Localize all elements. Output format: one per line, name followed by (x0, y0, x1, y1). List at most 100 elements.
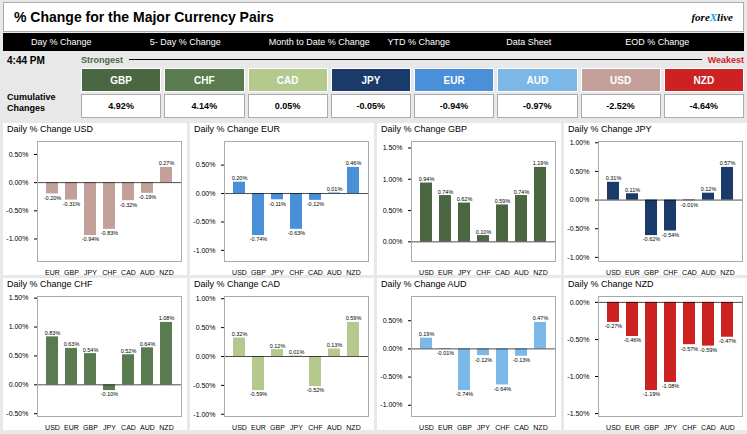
svg-text:AUD: AUD (701, 269, 716, 276)
svg-text:-0.74%: -0.74% (456, 391, 474, 397)
svg-text:AUD: AUD (140, 269, 155, 276)
svg-text:GBP: GBP (64, 269, 79, 276)
svg-text:CAD: CAD (121, 424, 136, 431)
svg-text:0.57%: 0.57% (720, 160, 736, 166)
svg-text:CAD: CAD (701, 424, 716, 431)
svg-text:EUR: EUR (625, 424, 640, 431)
svg-text:0.00%: 0.00% (196, 190, 216, 197)
svg-text:CAD: CAD (495, 269, 510, 276)
svg-text:-0.59%: -0.59% (250, 391, 268, 397)
svg-text:0.74%: 0.74% (514, 189, 530, 195)
svg-text:-1.50%: -1.50% (567, 410, 589, 417)
svg-text:NZD: NZD (159, 269, 173, 276)
svg-text:CHF: CHF (102, 269, 116, 276)
svg-text:JPY: JPY (664, 424, 677, 431)
svg-text:JPY: JPY (290, 424, 303, 431)
svg-text:NZD: NZD (159, 424, 173, 431)
svg-text:-0.83%: -0.83% (101, 230, 119, 236)
svg-text:-0.74%: -0.74% (250, 236, 268, 242)
svg-text:0.74%: 0.74% (438, 189, 454, 195)
svg-text:EUR: EUR (438, 269, 453, 276)
svg-text:-0.01%: -0.01% (681, 202, 699, 208)
svg-text:0.54%: 0.54% (83, 347, 99, 353)
svg-text:-0.54%: -0.54% (662, 232, 680, 238)
svg-text:NZD: NZD (533, 269, 547, 276)
svg-text:CHF: CHF (682, 424, 696, 431)
svg-text:0.50%: 0.50% (196, 324, 216, 331)
svg-text:1.00%: 1.00% (570, 139, 590, 146)
svg-text:-0.52%: -0.52% (307, 387, 325, 393)
svg-text:JPY: JPY (84, 269, 97, 276)
svg-text:0.46%: 0.46% (346, 160, 362, 166)
svg-text:GBP: GBP (83, 424, 98, 431)
svg-text:USD: USD (606, 269, 621, 276)
svg-text:1.00%: 1.00% (196, 295, 216, 302)
svg-text:JPY: JPY (103, 424, 116, 431)
svg-text:0.62%: 0.62% (457, 196, 473, 202)
svg-text:0.00%: 0.00% (383, 345, 403, 352)
svg-text:0.50%: 0.50% (383, 317, 403, 324)
svg-text:-0.50%: -0.50% (193, 382, 215, 389)
svg-text:GBP: GBP (251, 269, 266, 276)
svg-text:0.59%: 0.59% (346, 315, 362, 321)
svg-text:GBP: GBP (644, 424, 659, 431)
svg-text:NZD: NZD (346, 269, 360, 276)
svg-text:0.00%: 0.00% (570, 196, 590, 203)
svg-text:-0.50%: -0.50% (567, 225, 589, 232)
svg-text:AUD: AUD (514, 269, 529, 276)
svg-text:EUR: EUR (64, 424, 79, 431)
svg-text:0.00%: 0.00% (9, 179, 29, 186)
svg-text:CHF: CHF (289, 269, 303, 276)
svg-text:USD: USD (606, 424, 621, 431)
svg-text:USD: USD (419, 424, 434, 431)
svg-text:-0.27%: -0.27% (605, 323, 623, 329)
svg-text:0.50%: 0.50% (570, 168, 590, 175)
svg-text:-1.00%: -1.00% (380, 401, 402, 408)
svg-text:-0.13%: -0.13% (513, 357, 531, 363)
svg-text:-0.50%: -0.50% (6, 207, 28, 214)
svg-text:EUR: EUR (625, 269, 640, 276)
svg-text:0.00%: 0.00% (570, 299, 590, 306)
svg-text:0.27%: 0.27% (159, 160, 175, 166)
svg-text:0.19%: 0.19% (419, 331, 435, 337)
svg-text:-1.00%: -1.00% (567, 373, 589, 380)
svg-text:1.00%: 1.00% (383, 176, 403, 183)
svg-text:0.50%: 0.50% (383, 207, 403, 214)
svg-text:-0.01%: -0.01% (437, 350, 455, 356)
svg-text:0.10%: 0.10% (476, 229, 492, 235)
svg-text:0.50%: 0.50% (196, 161, 216, 168)
svg-text:USD: USD (232, 269, 247, 276)
svg-text:-1.00%: -1.00% (193, 247, 215, 254)
svg-text:USD: USD (45, 424, 60, 431)
svg-text:1.00%: 1.00% (9, 323, 29, 330)
svg-text:-0.63%: -0.63% (288, 230, 306, 236)
svg-text:-0.11%: -0.11% (269, 201, 286, 207)
svg-text:-1.00%: -1.00% (193, 411, 215, 418)
svg-text:CAD: CAD (682, 269, 697, 276)
svg-text:0.31%: 0.31% (606, 175, 622, 181)
svg-text:EUR: EUR (438, 424, 453, 431)
svg-text:-0.20%: -0.20% (44, 195, 62, 201)
svg-text:0.32%: 0.32% (232, 331, 248, 337)
svg-text:AUD: AUD (327, 424, 342, 431)
svg-text:CHF: CHF (476, 269, 490, 276)
svg-text:EUR: EUR (251, 424, 266, 431)
svg-text:AUD: AUD (720, 424, 735, 431)
svg-text:CHF: CHF (308, 424, 322, 431)
svg-text:0.20%: 0.20% (232, 175, 248, 181)
svg-text:-1.00%: -1.00% (6, 235, 28, 242)
svg-text:-0.50%: -0.50% (380, 373, 402, 380)
svg-text:JPY: JPY (458, 269, 471, 276)
svg-text:NZD: NZD (533, 424, 547, 431)
svg-text:-0.12%: -0.12% (475, 357, 493, 363)
svg-text:-0.10%: -0.10% (101, 391, 119, 397)
svg-text:-0.50%: -0.50% (567, 336, 589, 343)
svg-text:-0.94%: -0.94% (82, 236, 100, 242)
svg-text:USD: USD (419, 269, 434, 276)
svg-text:0.52%: 0.52% (121, 348, 137, 354)
svg-text:0.94%: 0.94% (419, 176, 435, 182)
svg-text:CAD: CAD (121, 269, 136, 276)
svg-text:1.19%: 1.19% (533, 160, 549, 166)
svg-text:-0.50%: -0.50% (6, 410, 28, 417)
svg-text:0.59%: 0.59% (495, 198, 511, 204)
